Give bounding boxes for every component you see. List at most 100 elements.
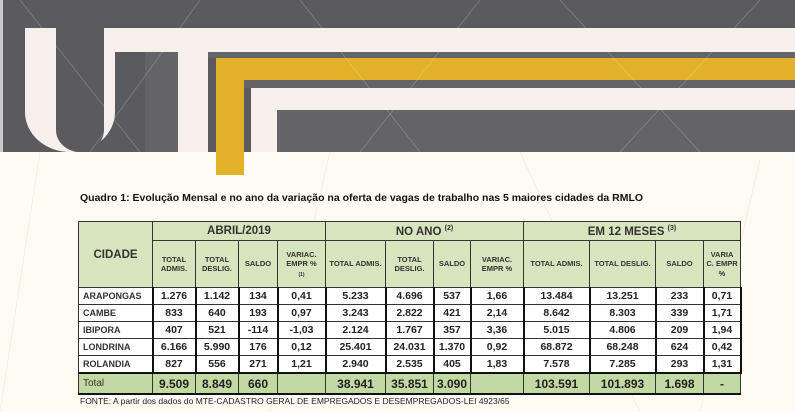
col-header: TOTAL ADMIS. [325, 240, 386, 288]
cell-value: 521 [194, 321, 240, 339]
table-row: ROLANDIA 827 556 271 1,21 2.940 2.535 405 1,83 7.… [78, 355, 742, 374]
cell-value: 3.243 [324, 304, 387, 322]
col-header: TOTAL DESLIG. [385, 240, 434, 288]
cell-value: 2.940 [324, 355, 387, 374]
source-note: FONTE: A partir dos dados do MTE-CADASTR… [80, 396, 510, 406]
total-value: 103.591 [523, 372, 590, 395]
cell-value: 1.370 [432, 338, 472, 356]
cell-value: 6.166 [151, 338, 197, 356]
cell-value: 5.990 [194, 338, 240, 356]
cell-value: 8.642 [522, 304, 591, 322]
cell-value: 233 [654, 287, 705, 305]
cell-value: 407 [151, 321, 197, 339]
total-value: 101.893 [589, 372, 656, 395]
cell-value: 193 [237, 304, 279, 322]
cell-value: 556 [194, 355, 240, 374]
total-label: Total [78, 372, 153, 395]
cell-value: 1.767 [384, 321, 435, 339]
cell-value: 640 [194, 304, 240, 322]
total-value: 9.509 [152, 372, 196, 395]
cell-value: 13.484 [522, 287, 591, 305]
cell-value: 537 [432, 287, 472, 305]
cell-value: 624 [654, 338, 705, 356]
total-row: Total 9.509 8.849 660 38.941 35.851 3.090 103.… [78, 372, 741, 395]
total-value [470, 372, 524, 395]
cell-value: 2,14 [469, 304, 525, 322]
cell-value: 7.578 [522, 355, 591, 374]
cell-value: 7.285 [588, 355, 657, 374]
col-header: TOTAL DESLIG. [195, 240, 239, 288]
total-value [277, 372, 326, 395]
cell-value: 405 [432, 355, 472, 374]
cell-value: 24.031 [384, 338, 435, 356]
total-value: 660 [238, 372, 278, 395]
city-name: ARAPONGAS [78, 287, 153, 305]
col-header: VARIAC. EMPR % (1) [277, 240, 326, 288]
table-row: IBIPORA 407 521 -114 -1,03 2.124 1.767 357 3,36 5… [78, 321, 742, 339]
cell-value: 271 [237, 355, 279, 374]
cell-value: 1,66 [469, 287, 525, 305]
total-value: 1.698 [655, 372, 704, 395]
cell-value: 0,92 [469, 338, 525, 356]
col-header: TOTAL ADMIS. [152, 240, 196, 288]
cell-value: -1,03 [276, 321, 327, 339]
col-header: SALDO [238, 240, 278, 288]
total-value: 38.941 [325, 372, 386, 395]
table-row: CAMBE 833 640 193 0,97 3.243 2.822 421 2,14 8.642… [78, 304, 742, 322]
table-row: ARAPONGAS 1.276 1.142 134 0,41 5.233 4.696 537 1… [78, 287, 742, 305]
cell-value: 1,94 [702, 321, 742, 339]
employment-table: CIDADE ABRIL/2019 NO ANO (2) EM 12 MESES… [78, 221, 742, 395]
total-value: - [703, 372, 741, 395]
cell-value: 1.276 [151, 287, 197, 305]
cell-value: 134 [237, 287, 279, 305]
cell-value: 68.872 [522, 338, 591, 356]
cell-value: 293 [654, 355, 705, 374]
cell-value: 4.696 [384, 287, 435, 305]
cell-value: 0,71 [702, 287, 742, 305]
city-header: CIDADE [78, 221, 153, 288]
group-header-12-meses: EM 12 MESES (3) [523, 221, 741, 241]
cell-value: 1.142 [194, 287, 240, 305]
cell-value: 1,71 [702, 304, 742, 322]
cell-value: 209 [654, 321, 705, 339]
cell-value: 421 [432, 304, 472, 322]
city-name: ROLANDIA [78, 355, 153, 374]
cell-value: 0,12 [276, 338, 327, 356]
cell-value: 3,36 [469, 321, 525, 339]
group-header-no-ano: NO ANO (2) [325, 221, 524, 241]
total-value: 3.090 [433, 372, 471, 395]
cell-value: 4.806 [588, 321, 657, 339]
cell-value: 8.303 [588, 304, 657, 322]
cell-value: 176 [237, 338, 279, 356]
col-header: VARIAC. EMPR % [470, 240, 524, 288]
col-header: TOTAL DESLIG. [589, 240, 656, 288]
total-value: 8.849 [195, 372, 239, 395]
cell-value: 2.535 [384, 355, 435, 374]
cell-value: 2.124 [324, 321, 387, 339]
cell-value: 0,42 [702, 338, 742, 356]
group-header-abril: ABRIL/2019 [152, 221, 326, 241]
cell-value: 1,83 [469, 355, 525, 374]
cell-value: -114 [237, 321, 279, 339]
cell-value: 0,41 [276, 287, 327, 305]
col-header: SALDO [433, 240, 471, 288]
city-name: LONDRINA [78, 338, 153, 356]
cell-value: 25.401 [324, 338, 387, 356]
cell-value: 5.015 [522, 321, 591, 339]
col-header: VARIA C. EMPR % [703, 240, 741, 288]
logo-accent-bar [216, 58, 795, 80]
table-row: LONDRINA 6.166 5.990 176 0,12 25.401 24.031 1.3… [78, 338, 742, 356]
cell-value: 0,97 [276, 304, 327, 322]
cell-value: 833 [151, 304, 197, 322]
header-banner [0, 0, 795, 175]
column-header-row: TOTAL ADMIS. TOTAL DESLIG. SALDO VARIAC.… [79, 240, 741, 288]
cell-value: 827 [151, 355, 197, 374]
cell-value: 2.822 [384, 304, 435, 322]
total-value: 35.851 [385, 372, 434, 395]
cell-value: 1,31 [702, 355, 742, 374]
col-header: TOTAL ADMIS. [523, 240, 590, 288]
cell-value: 13.251 [588, 287, 657, 305]
cell-value: 68.248 [588, 338, 657, 356]
cell-value: 1,21 [276, 355, 327, 374]
city-name: IBIPORA [78, 321, 153, 339]
